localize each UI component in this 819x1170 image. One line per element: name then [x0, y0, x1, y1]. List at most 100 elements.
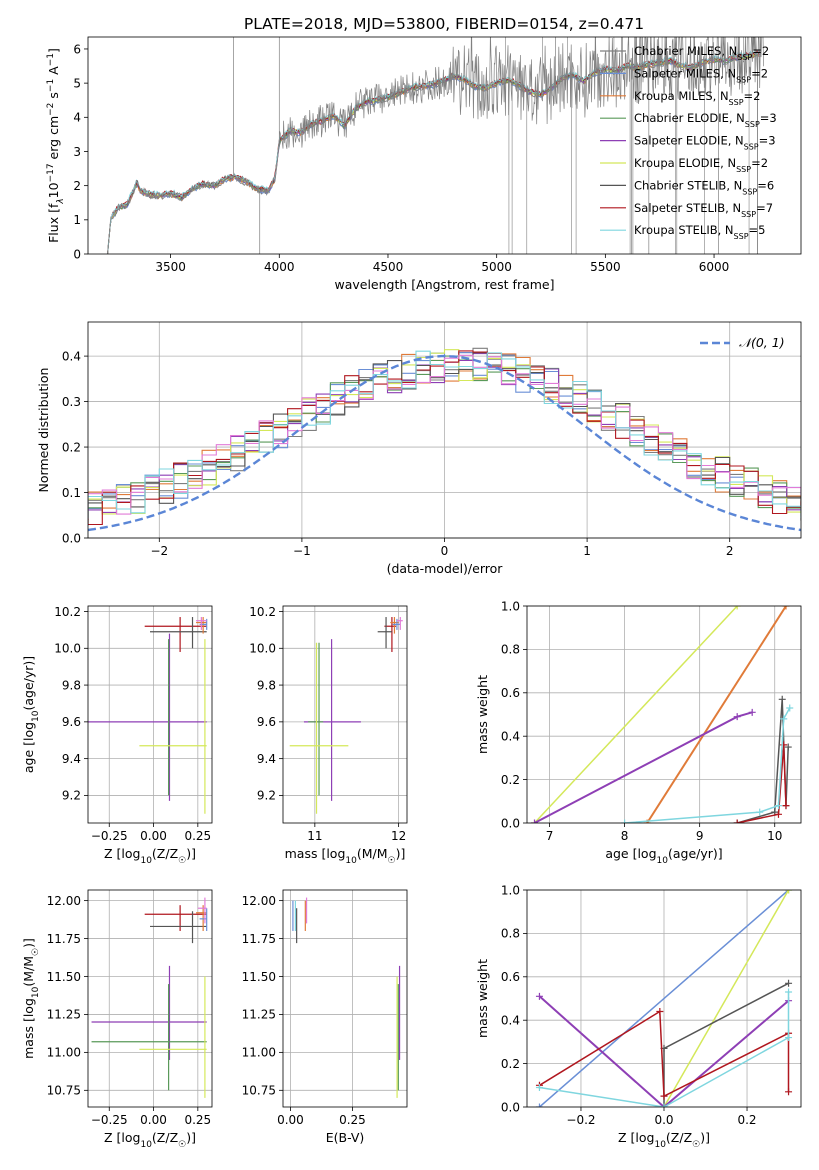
y-tick-label: 1	[73, 213, 81, 227]
histogram-series	[88, 354, 801, 519]
x-tick-label: 4500	[373, 260, 404, 274]
plot-area	[88, 617, 208, 814]
label-part: −17	[46, 163, 56, 182]
weight-series	[539, 890, 789, 1107]
legend-entry: Chabrier MILES, NSSP=2	[634, 44, 769, 62]
plot-area	[531, 606, 794, 823]
label-part: Z [log	[104, 846, 140, 861]
legend-subscript: SSP	[741, 209, 756, 218]
x-tick-label: −0.25	[91, 1113, 128, 1127]
x-tick-label: 7	[546, 829, 554, 843]
y-tick-label: 11.25	[47, 1008, 81, 1022]
plot-area	[289, 617, 403, 814]
legend-subscript: SSP	[744, 142, 759, 151]
y-tick-label: 9.2	[257, 789, 276, 803]
label-part: Flux [f	[46, 203, 61, 243]
x-tick-label: 0.00	[277, 1113, 304, 1127]
label-part: A	[46, 66, 61, 79]
y-axis-label: Flux [fλ10−17 erg cm−2 s−1 A−1]	[46, 48, 66, 243]
weight-marker	[660, 1092, 668, 1100]
y-tick-label: 10.2	[54, 605, 81, 619]
label-part: Z [log	[618, 1130, 654, 1145]
legend-text: Kroupa ELODIE, N	[634, 156, 736, 170]
x-tick-label: 3500	[155, 260, 186, 274]
y-tick-label: 11.75	[47, 932, 81, 946]
axes-frame	[87, 605, 213, 824]
axes-frame	[87, 321, 802, 539]
legend-entry: Kroupa STELIB, NSSP=5	[634, 223, 765, 241]
legend-text: =3	[760, 111, 777, 125]
x-tick-label: 0.25	[339, 1113, 366, 1127]
x-axis-label: mass [log10(M/M☉)]	[285, 846, 406, 866]
y-tick-label: 9.6	[62, 715, 81, 729]
weight-marker	[785, 890, 793, 894]
y-tick-label: 10.0	[54, 642, 81, 656]
weight-series	[663, 982, 789, 1107]
label-part: (M/M	[357, 846, 388, 861]
legend-text: Kroupa MILES, N	[634, 89, 729, 103]
label-part: )]	[396, 846, 406, 861]
x-axis-label: wavelength [Angstrom, rest frame]	[334, 277, 554, 292]
legend-text: =5	[749, 223, 766, 237]
label-part: (Z/Z	[152, 846, 178, 861]
weight-marker	[780, 715, 788, 723]
legend-text: =2	[751, 66, 768, 80]
weight-marker	[785, 988, 793, 996]
weight-marker	[531, 819, 539, 823]
chart-layer: 3500 4000 4500 5000 5500 60000123456wavelengt…	[21, 36, 802, 1150]
x-tick-label: −0.25	[91, 829, 128, 843]
legend-text: =2	[744, 89, 761, 103]
label-part: (age/yr)]	[21, 656, 36, 711]
weight-marker	[733, 713, 741, 721]
histogram-series	[88, 350, 801, 519]
label-part: erg cm	[46, 116, 61, 164]
data-spectrum-line	[107, 37, 764, 254]
panel-mass_ebv: 0.00 0.25 10.75 11.00 11.25 11.50 11.75 12.00 E(…	[242, 889, 408, 1145]
legend-entry: Salpeter ELODIE, NSSP=3	[634, 134, 776, 152]
weight-marker	[785, 1034, 793, 1042]
label-subscript: 10	[345, 856, 357, 866]
label-subscript: 10	[654, 1140, 666, 1150]
legend-subscript: SSP	[734, 232, 749, 241]
label-part: λ	[56, 198, 66, 204]
label-subscript: ☉	[692, 1140, 700, 1150]
weight-series	[646, 606, 787, 823]
y-axis-label: mass weight	[475, 675, 490, 754]
label-part: −1	[46, 53, 56, 66]
plot-area	[292, 897, 401, 1098]
legend-subscript: SSP	[736, 75, 751, 84]
label-subscript: 10	[31, 710, 41, 722]
weight-series	[539, 992, 790, 1107]
legend-text: Kroupa STELIB, N	[634, 223, 734, 237]
axes-frame	[87, 36, 802, 255]
legend-text: Chabrier MILES, N	[634, 44, 737, 58]
plot-area	[91, 897, 208, 1098]
label-part: −2	[46, 103, 56, 116]
weight-marker	[535, 1103, 543, 1107]
y-tick-label: 2	[73, 179, 81, 193]
label-subscript: 10	[657, 856, 669, 866]
plot-area	[107, 37, 764, 254]
legend-text: =2	[752, 44, 769, 58]
legend-entry: Chabrier STELIB, NSSP=6	[634, 178, 774, 196]
y-tick-label: 11.25	[242, 1008, 276, 1022]
x-axis-label: age [log10(age/yr)]	[605, 846, 722, 866]
weight-series	[624, 707, 791, 823]
weight-series	[538, 995, 790, 1107]
weight-marker	[621, 819, 629, 823]
y-tick-label: 11.75	[242, 932, 276, 946]
y-tick-label: 5	[73, 76, 81, 90]
label-part: ]	[46, 48, 61, 53]
axes-frame	[87, 889, 213, 1108]
label-part: )]	[186, 846, 196, 861]
panel-weight_Z: −0.2 0.0 0.2 0.0 0.2 0.4 0.6 0.8 1.0 Z [log10(Z/Z…	[475, 883, 802, 1150]
y-tick-label: 0.6	[501, 970, 520, 984]
label-part: (age/yr)]	[668, 846, 723, 861]
y-tick-label: 0.0	[501, 1100, 520, 1114]
label-subscript: ☉	[31, 948, 41, 956]
legend-subscript: SSP	[742, 187, 757, 196]
label-part: age [log	[605, 846, 656, 861]
weight-marker	[656, 1008, 664, 1016]
